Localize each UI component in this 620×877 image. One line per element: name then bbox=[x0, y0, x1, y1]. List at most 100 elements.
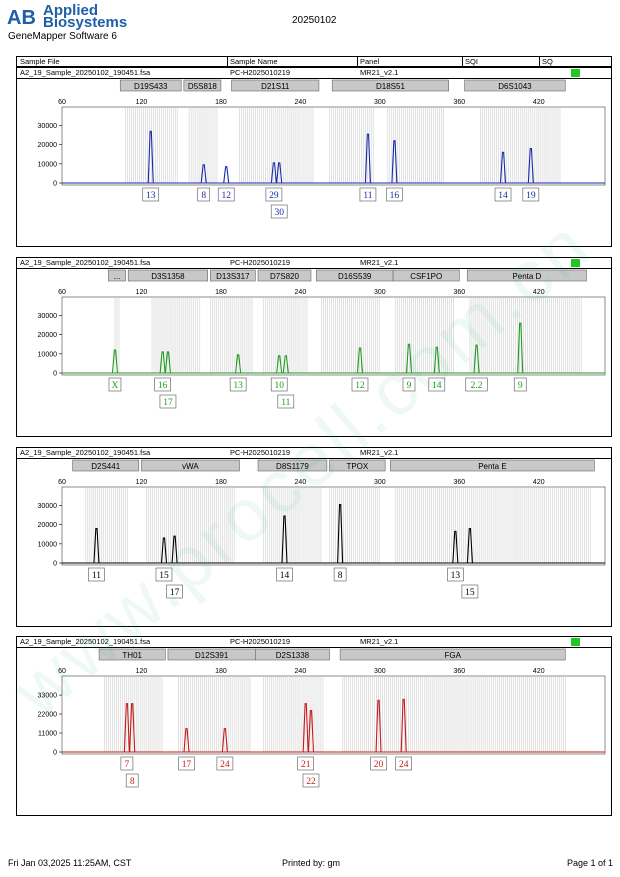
allele-call-box bbox=[297, 756, 314, 771]
marker-label: D18S51 bbox=[376, 82, 405, 91]
allele-call-label: 30 bbox=[274, 208, 284, 218]
peak bbox=[466, 527, 473, 564]
column-header-row: Sample File Sample Name Panel SQI SQ bbox=[16, 56, 612, 67]
allele-call-box bbox=[370, 756, 387, 771]
x-tick-label: 420 bbox=[533, 289, 545, 296]
allele-call-label: 9 bbox=[518, 381, 523, 391]
allele-call-label: 14 bbox=[432, 381, 442, 391]
allele-call-box bbox=[302, 773, 320, 788]
allele-call-box bbox=[217, 187, 235, 202]
x-tick-label: 120 bbox=[136, 479, 148, 486]
peak bbox=[473, 344, 480, 374]
allele-call-label: 13 bbox=[451, 571, 461, 581]
allele-call-label: 13 bbox=[233, 381, 243, 391]
marker-label: D21S11 bbox=[261, 82, 290, 91]
marker-bar bbox=[464, 79, 566, 92]
allele-call-label: 9 bbox=[407, 381, 412, 391]
allele-call-label: 17 bbox=[163, 398, 173, 408]
allele-call-box bbox=[154, 377, 171, 392]
x-tick-label: 240 bbox=[295, 479, 307, 486]
allele-call-box bbox=[465, 377, 488, 392]
peak bbox=[235, 354, 242, 374]
panel-meta-row: A2_19_Sample_20250102_190451.fsa PC-H202… bbox=[17, 68, 611, 79]
marker-bar bbox=[339, 648, 566, 661]
x-tick-label: 300 bbox=[374, 289, 386, 296]
peak bbox=[337, 503, 344, 564]
column-divider bbox=[357, 57, 358, 66]
allele-call-box bbox=[142, 187, 160, 202]
x-tick-label: 180 bbox=[215, 289, 227, 296]
allele-call-box bbox=[216, 756, 234, 771]
sq-status-indicator bbox=[571, 638, 580, 646]
allele-call-box bbox=[270, 377, 288, 392]
y-tick-label: 0 bbox=[53, 750, 57, 757]
software-name: GeneMapper Software 6 bbox=[8, 31, 117, 42]
marker-label: FGA bbox=[444, 651, 461, 660]
sample-name: PC-H2025010219 bbox=[230, 258, 291, 267]
page-number: Page 1 of 1 bbox=[567, 858, 614, 868]
peak bbox=[160, 537, 168, 564]
x-tick-label: 360 bbox=[453, 479, 465, 486]
marker-label: D2S441 bbox=[91, 462, 120, 471]
allele-call-label: 8 bbox=[130, 777, 135, 787]
marker-label: D6S1043 bbox=[498, 82, 532, 91]
peak bbox=[527, 147, 534, 184]
marker-label: D3S1358 bbox=[151, 272, 185, 281]
allele-call-label: 16 bbox=[390, 191, 400, 201]
sample-file: A2_19_Sample_20250102_190451.fsa bbox=[20, 258, 151, 267]
column-divider bbox=[462, 57, 463, 66]
col-sqi: SQI bbox=[465, 57, 478, 66]
marker-bar bbox=[98, 648, 166, 661]
column-divider bbox=[227, 57, 228, 66]
x-tick-label: 360 bbox=[453, 99, 465, 106]
allele-call-label: 20 bbox=[374, 760, 384, 770]
y-tick-label: 30000 bbox=[38, 503, 58, 510]
col-sample-name: Sample Name bbox=[230, 57, 278, 66]
sample-file: A2_19_Sample_20250102_190451.fsa bbox=[20, 68, 151, 77]
allele-call-label: 12 bbox=[221, 191, 231, 201]
marker-bar bbox=[183, 79, 222, 92]
allele-call-box bbox=[447, 567, 464, 582]
y-tick-label: 10000 bbox=[38, 541, 58, 548]
x-tick-label: 60 bbox=[58, 99, 66, 106]
marker-bar bbox=[127, 269, 208, 282]
allele-call-box bbox=[402, 377, 416, 392]
x-tick-label: 240 bbox=[295, 99, 307, 106]
allele-call-label: 12 bbox=[355, 381, 365, 391]
peak bbox=[400, 698, 407, 753]
peak bbox=[307, 710, 315, 753]
panel-name: MR21_v2.1 bbox=[360, 637, 399, 646]
peak bbox=[276, 162, 283, 184]
x-tick-label: 60 bbox=[58, 668, 66, 675]
marker-bar bbox=[255, 648, 330, 661]
allele-call-label: 8 bbox=[201, 191, 206, 201]
x-tick-label: 360 bbox=[453, 289, 465, 296]
marker-bar bbox=[466, 269, 587, 282]
x-tick-label: 120 bbox=[136, 668, 148, 675]
allele-call-label: 24 bbox=[399, 760, 409, 770]
panel-meta-row: A2_19_Sample_20250102_190451.fsa PC-H202… bbox=[17, 258, 611, 269]
sample-file: A2_19_Sample_20250102_190451.fsa bbox=[20, 637, 151, 646]
sq-status-indicator bbox=[571, 69, 580, 77]
allele-call-box bbox=[276, 567, 293, 582]
marker-bar bbox=[257, 459, 328, 472]
peak bbox=[93, 527, 100, 564]
peak bbox=[123, 703, 130, 753]
allele-call-box bbox=[178, 756, 195, 771]
x-tick-label: 240 bbox=[295, 668, 307, 675]
allele-call-label: 16 bbox=[158, 381, 168, 391]
allele-call-box bbox=[428, 377, 446, 392]
x-tick-label: 240 bbox=[295, 289, 307, 296]
allele-call-box bbox=[88, 567, 105, 582]
peak bbox=[270, 162, 277, 184]
peak bbox=[183, 728, 190, 753]
allele-call-box bbox=[108, 377, 122, 392]
allele-call-label: 10 bbox=[274, 381, 284, 391]
marker-bar bbox=[108, 269, 126, 282]
y-tick-label: 10000 bbox=[38, 161, 58, 168]
electropherogram-panel-red: A2_19_Sample_20250102_190451.fsa PC-H202… bbox=[16, 636, 612, 816]
allele-call-box bbox=[277, 394, 295, 409]
y-tick-label: 0 bbox=[53, 371, 57, 378]
x-tick-label: 300 bbox=[374, 668, 386, 675]
